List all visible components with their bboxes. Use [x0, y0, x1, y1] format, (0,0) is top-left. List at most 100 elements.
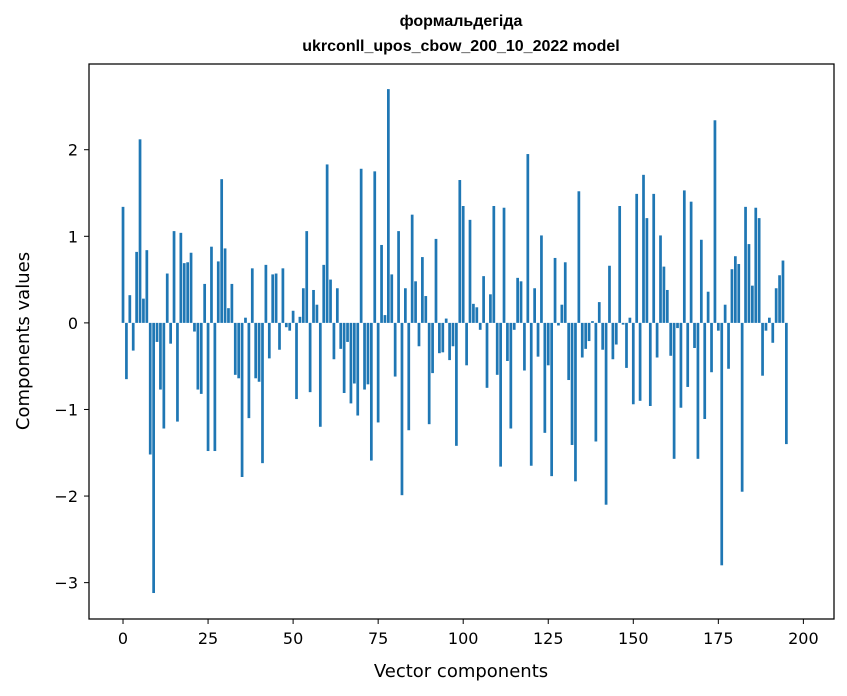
- bar-131: [567, 322, 571, 381]
- bar-69: [356, 322, 360, 416]
- bar-117: [519, 281, 523, 323]
- bar-68: [352, 322, 356, 384]
- bar-44: [271, 274, 275, 323]
- bar-141: [601, 322, 605, 350]
- bar-89: [424, 296, 428, 323]
- bar-40: [257, 322, 261, 382]
- bar-10: [155, 322, 159, 342]
- bar-61: [329, 279, 332, 323]
- bar-72: [366, 322, 370, 385]
- bar-26: [210, 246, 213, 323]
- x-tick-label: 50: [283, 629, 303, 648]
- bar-85: [410, 214, 414, 323]
- bar-65: [342, 322, 346, 394]
- y-tick-label: 2: [68, 141, 78, 160]
- bar-63: [335, 288, 339, 323]
- bar-170: [699, 239, 703, 323]
- bar-19: [186, 262, 190, 323]
- bar-151: [635, 193, 639, 323]
- bar-121: [533, 288, 536, 323]
- bar-156: [652, 193, 656, 323]
- bar-46: [278, 322, 281, 350]
- bar-28: [216, 261, 220, 323]
- bar-190: [768, 317, 771, 323]
- bar-71: [363, 322, 366, 390]
- bar-123: [540, 235, 543, 323]
- bar-157: [655, 322, 659, 358]
- bar-178: [727, 322, 730, 369]
- bar-169: [696, 322, 700, 459]
- bar-112: [502, 207, 506, 323]
- bar-183: [744, 206, 747, 323]
- bar-45: [274, 273, 278, 323]
- bar-79: [390, 274, 394, 323]
- bar-152: [638, 322, 642, 401]
- bar-127: [553, 257, 557, 323]
- bar-172: [706, 291, 710, 323]
- bar-54: [305, 231, 309, 323]
- bar-191: [771, 322, 775, 343]
- bar-39: [254, 322, 258, 379]
- bar-129: [560, 304, 564, 323]
- bar-133: [574, 322, 577, 482]
- bar-41: [261, 322, 264, 464]
- bar-146: [618, 206, 622, 323]
- bar-48: [284, 322, 288, 328]
- y-tick-label: 1: [68, 227, 78, 246]
- bar-136: [584, 322, 588, 349]
- bar-62: [332, 322, 336, 360]
- bar-23: [199, 322, 203, 394]
- bar-88: [421, 257, 424, 323]
- bar-84: [407, 322, 411, 431]
- bar-37: [247, 322, 251, 419]
- x-tick-label: 125: [533, 629, 564, 648]
- bar-106: [482, 276, 485, 323]
- bar-93: [438, 322, 441, 354]
- bar-179: [730, 269, 734, 323]
- x-tick-label: 100: [448, 629, 479, 648]
- bar-15: [172, 231, 176, 323]
- bar-43: [267, 322, 271, 359]
- bar-171: [703, 322, 707, 419]
- bar-2: [128, 295, 132, 323]
- bar-67: [349, 322, 353, 404]
- bar-17: [179, 232, 183, 323]
- bar-29: [220, 179, 224, 323]
- bar-92: [434, 238, 438, 323]
- y-tick-label: −3: [54, 574, 78, 593]
- bar-50: [291, 310, 295, 323]
- bars-group: [121, 89, 788, 594]
- bar-138: [591, 321, 594, 323]
- bar-75: [376, 322, 380, 423]
- x-tick-label: 175: [703, 629, 734, 648]
- bar-74: [373, 171, 377, 323]
- bar-99: [458, 180, 462, 323]
- bar-16: [176, 322, 179, 422]
- bar-158: [659, 235, 662, 323]
- bar-64: [339, 322, 343, 349]
- bar-49: [288, 322, 292, 331]
- bar-125: [546, 322, 550, 366]
- bar-185: [751, 285, 754, 323]
- chart-subtitle: ukrconll_upos_cbow_200_10_2022 model: [302, 38, 619, 55]
- bar-70: [359, 168, 363, 323]
- bar-130: [563, 262, 567, 323]
- bar-100: [461, 206, 465, 323]
- bar-165: [682, 190, 686, 323]
- bar-94: [441, 322, 445, 353]
- y-axis: −3 −2 −1 0 1 2: [54, 141, 89, 593]
- bar-96: [448, 322, 451, 361]
- y-axis-label: Components values: [13, 252, 34, 430]
- bar-34: [237, 322, 241, 379]
- bar-59: [322, 264, 326, 323]
- bar-97: [451, 322, 455, 347]
- bar-8: [148, 322, 152, 455]
- bar-189: [764, 322, 768, 331]
- bar-122: [536, 322, 540, 357]
- bar-180: [733, 256, 737, 323]
- bar-98: [455, 322, 458, 446]
- bar-66: [346, 322, 349, 342]
- bar-142: [604, 322, 608, 505]
- bar-101: [465, 322, 468, 366]
- bar-60: [325, 164, 329, 323]
